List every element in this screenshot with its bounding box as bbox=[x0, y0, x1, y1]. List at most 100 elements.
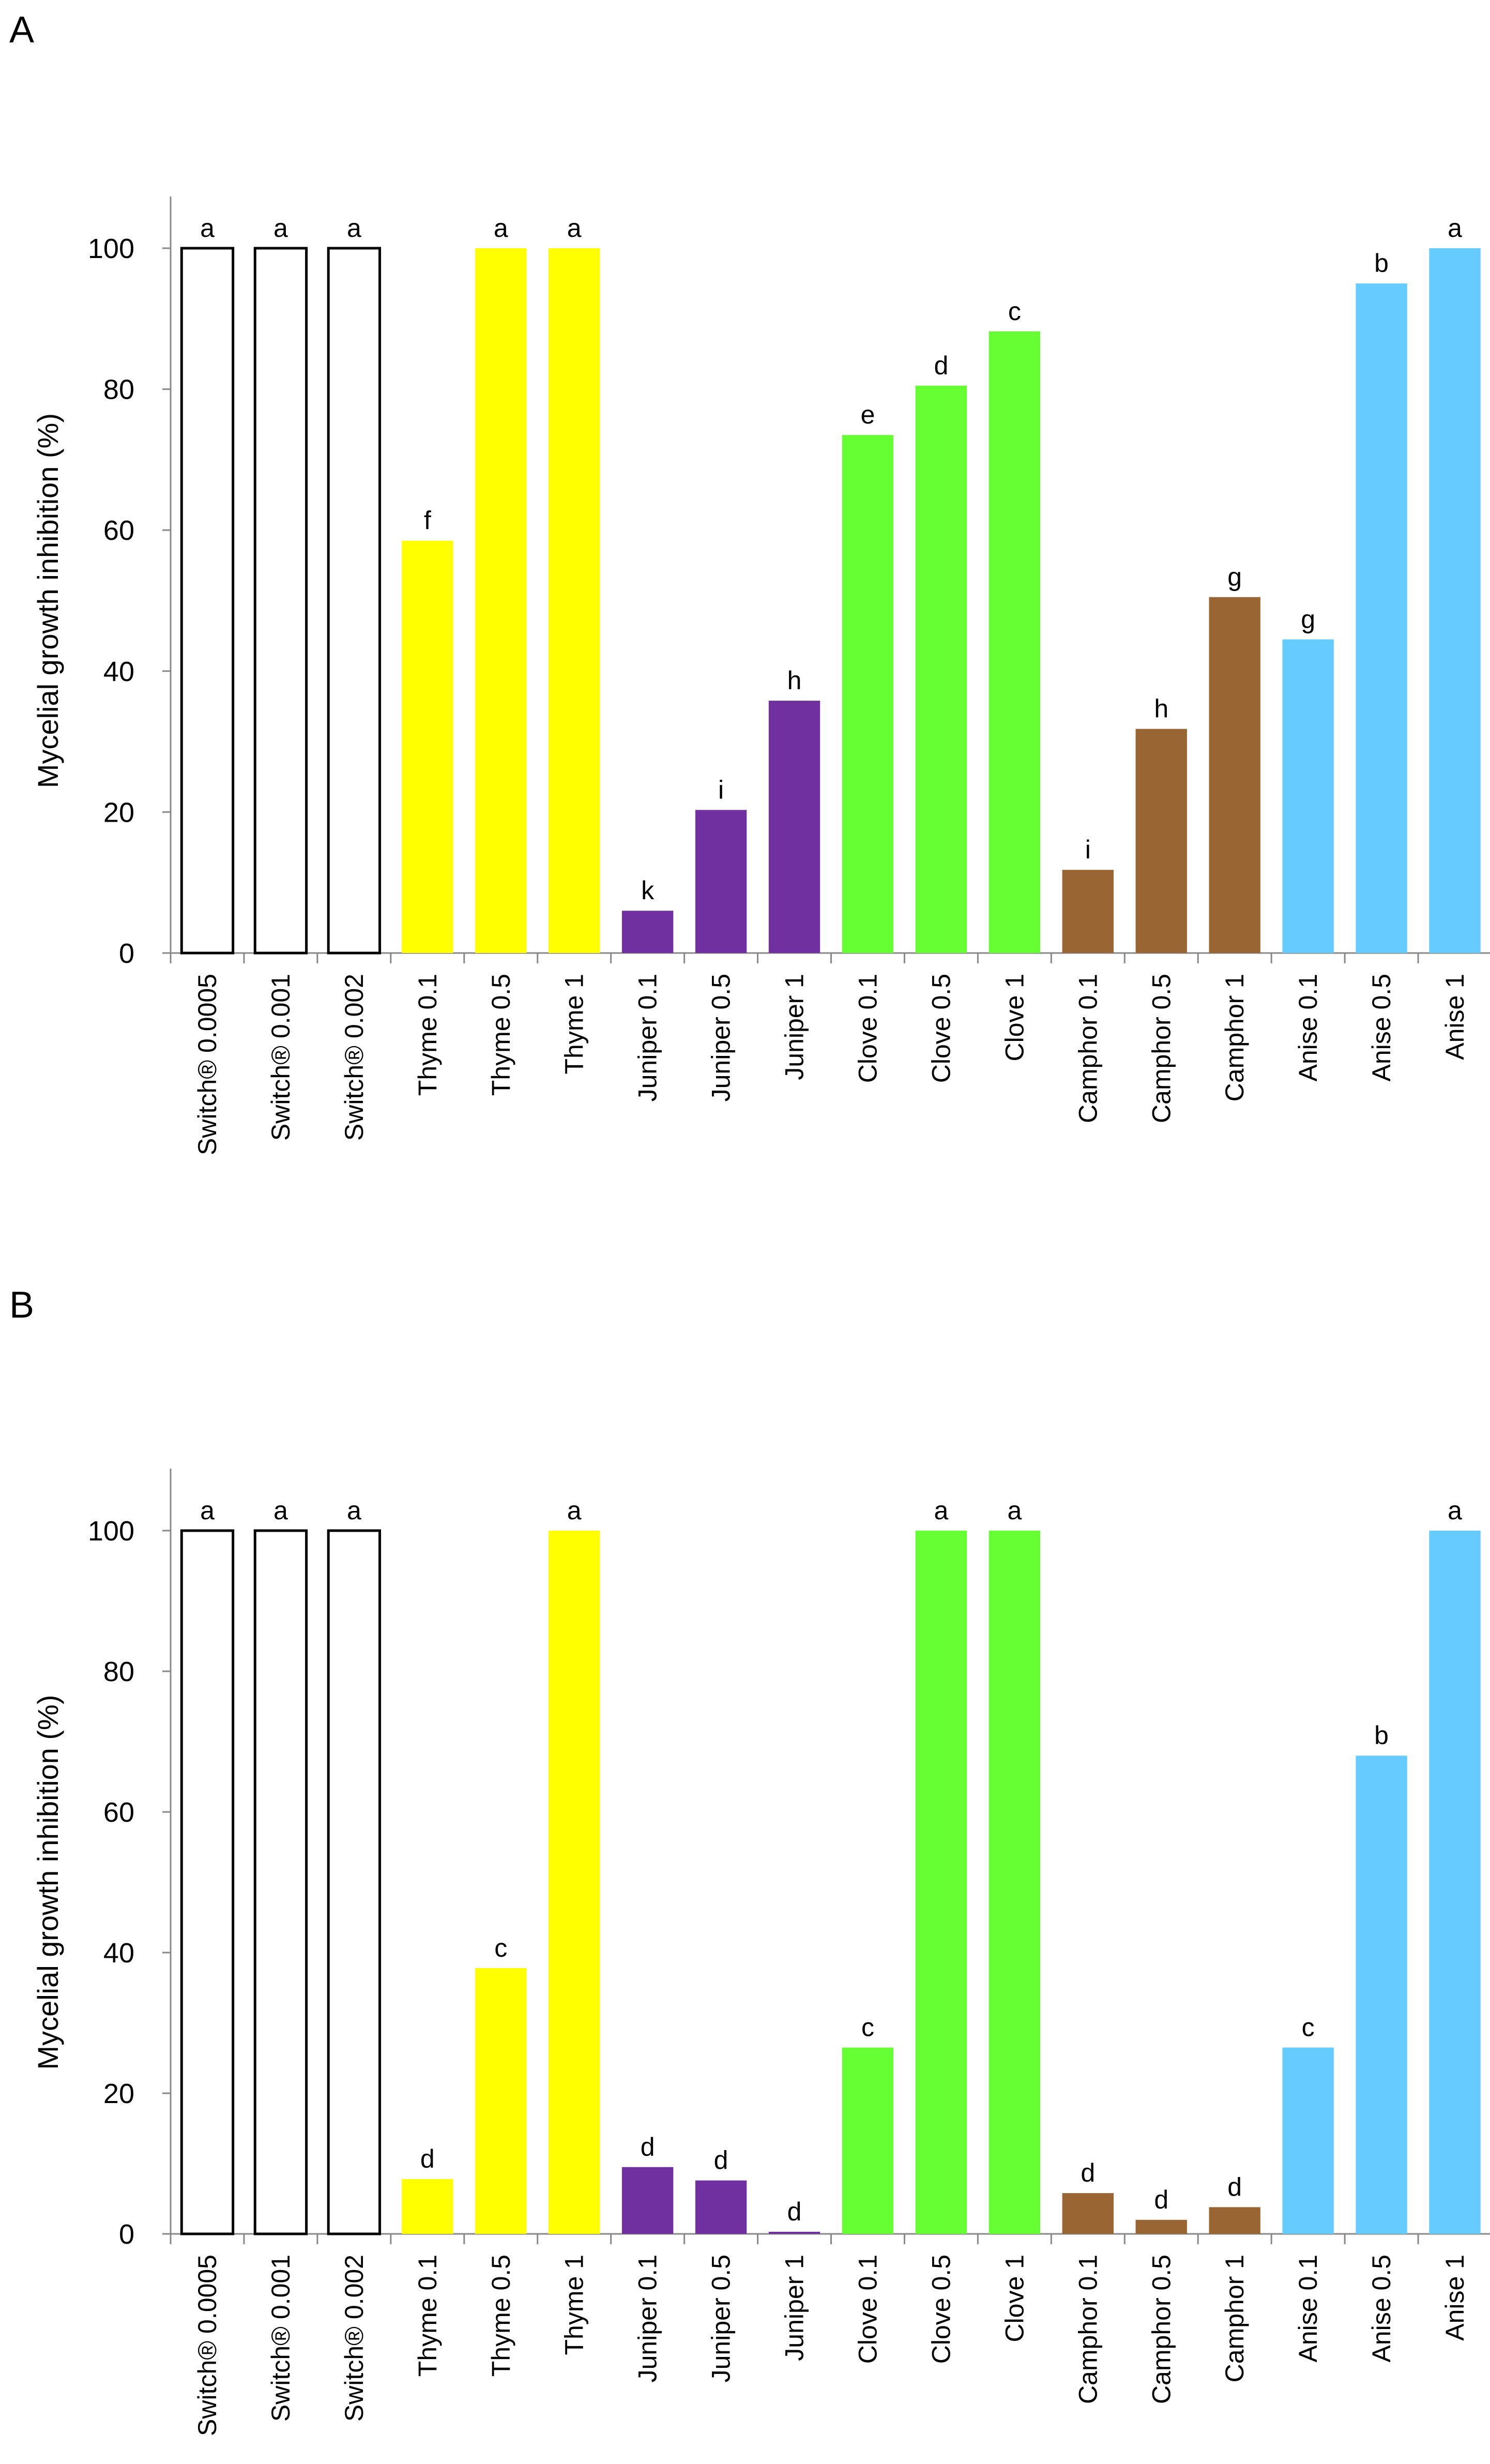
bar bbox=[327, 247, 382, 955]
category-label: Thyme 0.5 bbox=[486, 2255, 515, 2377]
significance-letter: a bbox=[273, 214, 288, 243]
y-tick-label: 60 bbox=[103, 515, 134, 546]
significance-letter: d bbox=[787, 2197, 802, 2226]
y-tick-label: 60 bbox=[103, 1797, 134, 1828]
category-label: Juniper 1 bbox=[780, 2255, 809, 2361]
category-label: Switch® 0.001 bbox=[266, 2255, 295, 2422]
bar bbox=[915, 1531, 967, 2234]
category-label: Thyme 0.5 bbox=[486, 974, 515, 1096]
bar bbox=[1135, 2219, 1187, 2234]
bar bbox=[1209, 597, 1260, 953]
category-label: Camphor 0.5 bbox=[1147, 974, 1176, 1123]
bar bbox=[253, 1529, 308, 2235]
category-label: Anise 1 bbox=[1440, 974, 1469, 1060]
significance-letter: c bbox=[861, 2013, 874, 2042]
panel-a-letter: A bbox=[9, 9, 35, 51]
significance-letter: d bbox=[934, 351, 949, 380]
significance-letter: a bbox=[1448, 214, 1462, 243]
bar bbox=[402, 540, 453, 953]
y-tick-label: 40 bbox=[103, 656, 134, 687]
bar bbox=[180, 1529, 235, 2235]
significance-letter: g bbox=[1227, 563, 1242, 592]
y-axis-label: Mycelial growth inhibition (%) bbox=[32, 413, 64, 788]
y-tick-label: 40 bbox=[103, 1938, 134, 1969]
bar bbox=[1209, 2207, 1260, 2234]
category-label: Anise 0.1 bbox=[1294, 974, 1322, 1081]
bar bbox=[1282, 2047, 1334, 2234]
bar bbox=[695, 2180, 747, 2234]
significance-letter: a bbox=[273, 1496, 288, 1525]
significance-letter: d bbox=[1154, 2185, 1168, 2214]
significance-letter: a bbox=[494, 214, 508, 243]
category-label: Thyme 1 bbox=[560, 974, 589, 1075]
significance-letter: i bbox=[718, 775, 724, 804]
bar bbox=[549, 1531, 600, 2234]
bar bbox=[180, 247, 235, 955]
significance-letter: a bbox=[934, 1496, 949, 1525]
significance-letter: a bbox=[1448, 1496, 1462, 1525]
bar bbox=[1135, 729, 1187, 953]
bar bbox=[989, 331, 1041, 953]
y-tick-label: 0 bbox=[119, 2219, 134, 2250]
category-label: Clove 0.1 bbox=[853, 2255, 882, 2364]
bar bbox=[1062, 870, 1114, 953]
category-label: Clove 0.5 bbox=[926, 974, 955, 1083]
significance-letter: d bbox=[1227, 2172, 1242, 2201]
y-tick-label: 100 bbox=[88, 233, 134, 264]
bar bbox=[842, 2047, 894, 2234]
significance-letter: b bbox=[1374, 249, 1389, 278]
bar bbox=[1429, 248, 1481, 953]
bar bbox=[402, 2179, 453, 2234]
chart-b: Mycelial growth inhibition (%) 0 20 40 60 80 1… bbox=[32, 1469, 1490, 2436]
bar bbox=[475, 248, 527, 953]
bar bbox=[768, 2231, 820, 2234]
category-label: Camphor 1 bbox=[1220, 2255, 1249, 2382]
category-label: Anise 1 bbox=[1440, 2255, 1469, 2341]
significance-letter: e bbox=[861, 400, 875, 429]
y-tick-label: 100 bbox=[88, 1516, 134, 1547]
category-label: Switch® 0.0005 bbox=[193, 2255, 222, 2436]
significance-letter: c bbox=[1302, 2013, 1315, 2042]
category-label: Camphor 0.5 bbox=[1147, 2255, 1176, 2404]
category-label: Thyme 0.1 bbox=[413, 2255, 442, 2377]
significance-letter: d bbox=[641, 2133, 655, 2161]
bar bbox=[621, 911, 674, 953]
significance-letter: g bbox=[1301, 604, 1315, 633]
bar bbox=[915, 385, 967, 954]
category-label: Switch® 0.0005 bbox=[193, 974, 222, 1155]
category-label: Thyme 1 bbox=[560, 2255, 589, 2355]
significance-letter: a bbox=[567, 1496, 582, 1525]
significance-letter: a bbox=[347, 214, 361, 243]
category-label: Juniper 0.1 bbox=[633, 2255, 662, 2382]
category-label: Clove 1 bbox=[1000, 974, 1029, 1062]
bar bbox=[1062, 2193, 1114, 2234]
bar bbox=[253, 247, 308, 955]
category-label: Clove 1 bbox=[1000, 2255, 1029, 2342]
significance-letter: c bbox=[1008, 297, 1021, 326]
bar bbox=[768, 701, 820, 953]
y-tick-label: 80 bbox=[103, 374, 134, 405]
bar bbox=[1282, 639, 1334, 953]
significance-letter: h bbox=[1154, 694, 1168, 723]
significance-letter: f bbox=[424, 506, 431, 535]
y-tick-label: 80 bbox=[103, 1656, 134, 1687]
bar bbox=[549, 248, 600, 953]
y-tick-label: 20 bbox=[103, 2078, 134, 2109]
category-label: Juniper 0.5 bbox=[707, 974, 736, 1101]
category-label: Clove 0.1 bbox=[853, 974, 882, 1083]
chart-a: Mycelial growth inhibition (%) 0 20 40 60 80 1… bbox=[32, 196, 1490, 1155]
significance-letter: k bbox=[641, 876, 655, 905]
significance-letter: a bbox=[200, 214, 215, 243]
significance-letter: c bbox=[494, 1933, 507, 1962]
bar bbox=[1356, 1756, 1407, 2234]
category-label: Anise 0.5 bbox=[1367, 974, 1396, 1081]
category-label: Anise 0.1 bbox=[1294, 2255, 1322, 2362]
significance-letter: d bbox=[1081, 2158, 1095, 2187]
category-label: Anise 0.5 bbox=[1367, 2255, 1396, 2362]
panel-b-letter: B bbox=[9, 1284, 35, 1326]
bar bbox=[989, 1531, 1041, 2234]
category-label: Camphor 0.1 bbox=[1073, 2255, 1102, 2404]
bar bbox=[475, 1968, 527, 2234]
significance-letter: d bbox=[420, 2144, 435, 2173]
significance-letter: a bbox=[1007, 1496, 1022, 1525]
